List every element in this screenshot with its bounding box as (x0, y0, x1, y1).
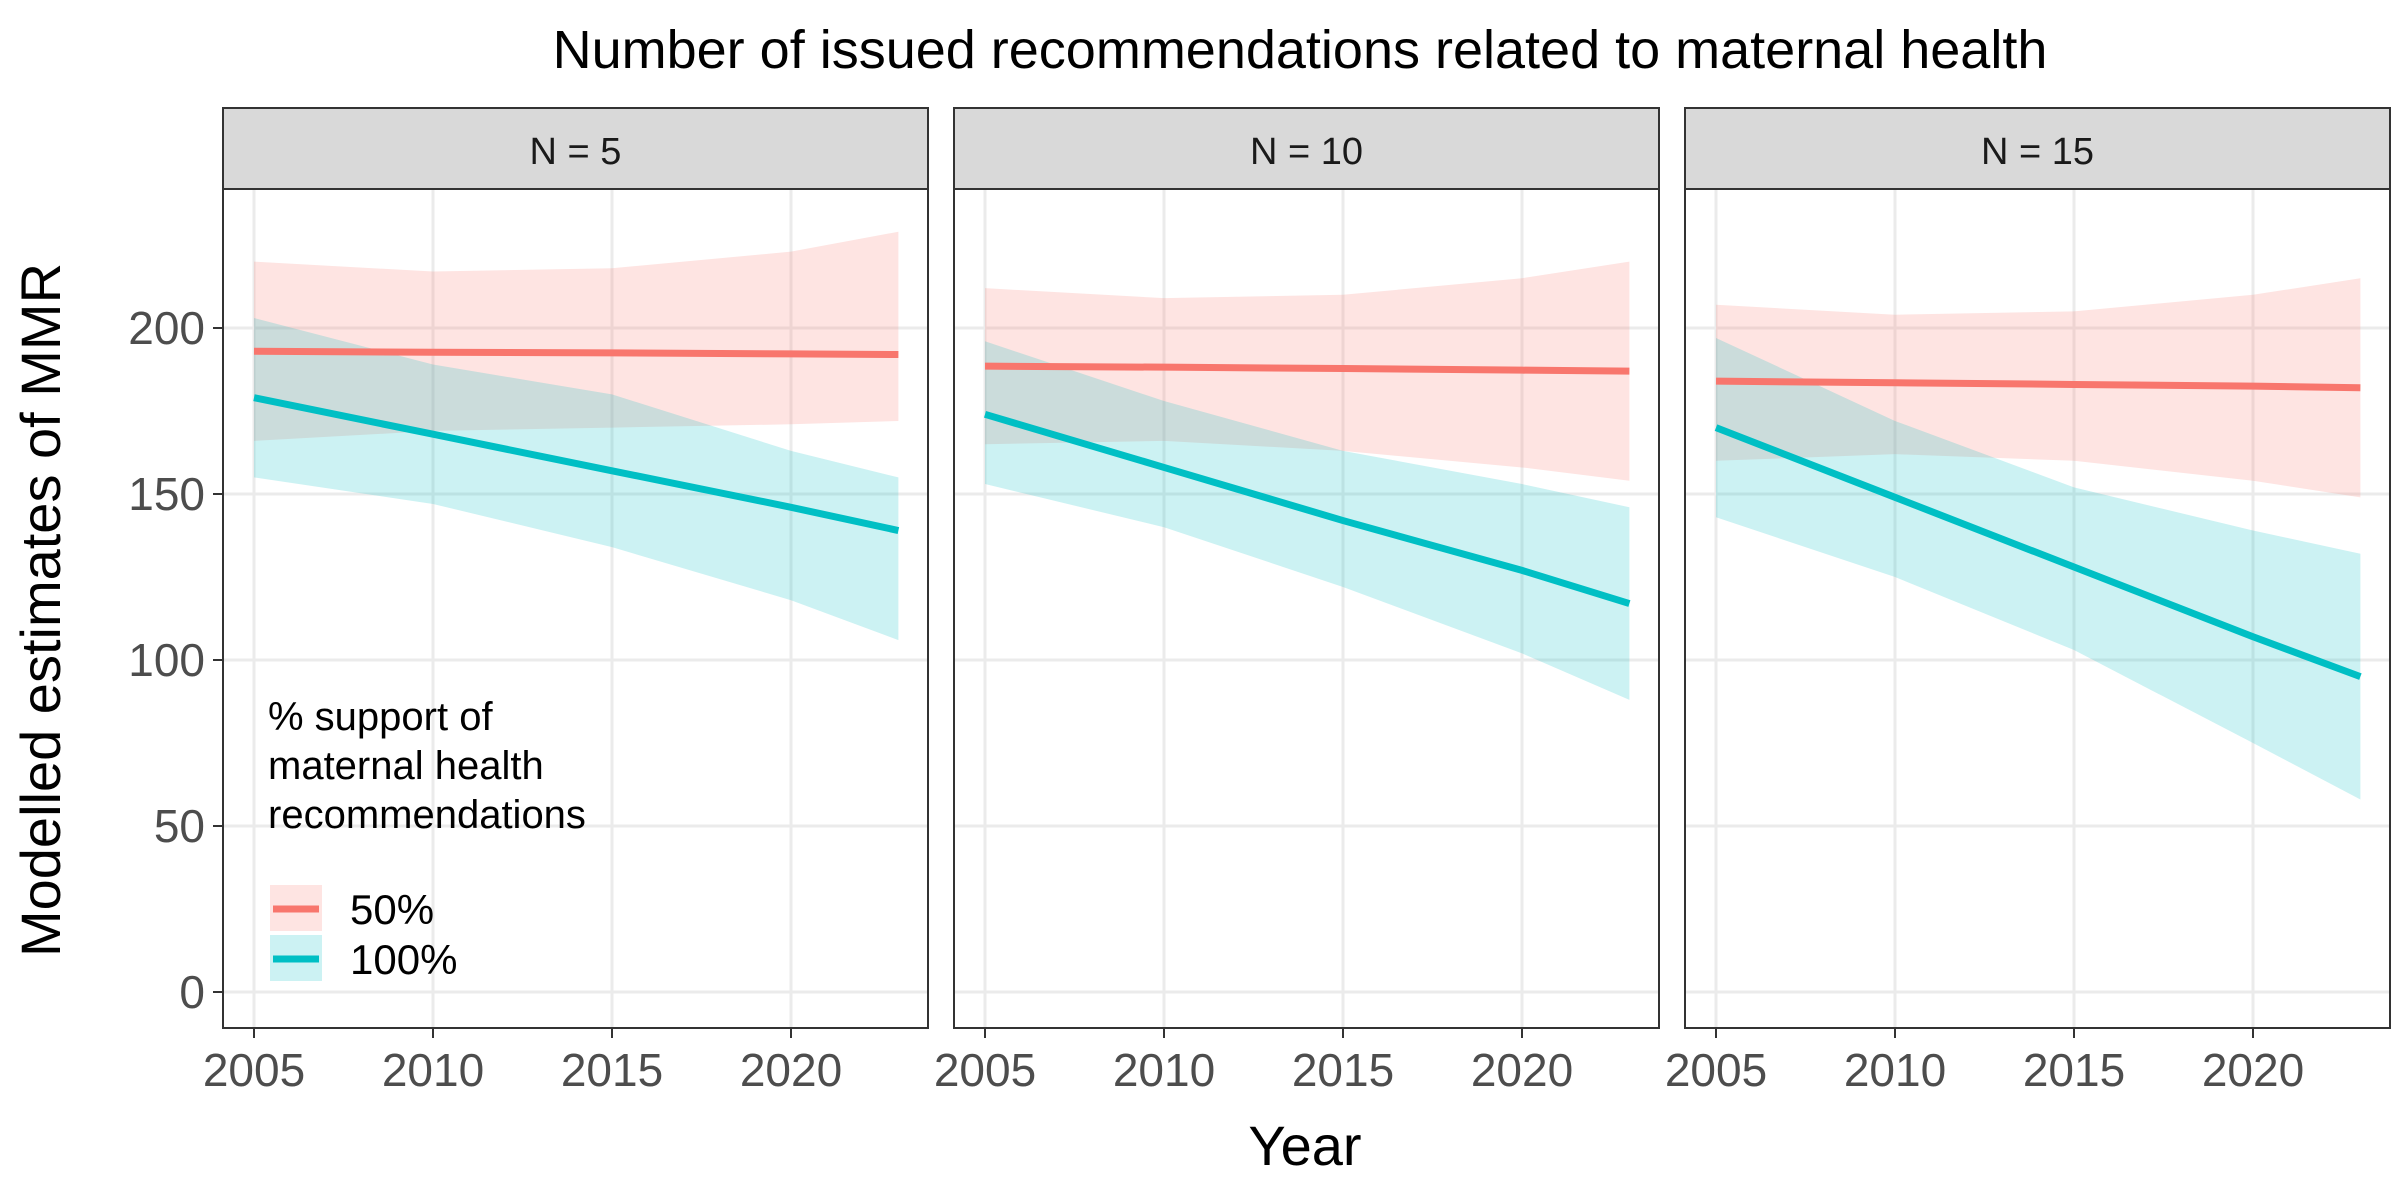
facet-strip (1684, 107, 2391, 190)
y-tick-label: 100 (128, 634, 205, 686)
legend-title: % support of (268, 695, 493, 739)
y-axis-label: Modelled estimates of MMR (9, 263, 72, 957)
x-tick-label: 2020 (740, 1044, 842, 1096)
series-line-100% (984, 410, 1631, 607)
x-tick-label: 2005 (1665, 1044, 1767, 1096)
series-line-100% (253, 394, 900, 534)
facet-strip-label: N = 10 (1250, 131, 1363, 173)
confidence-ribbon-50% (254, 231, 899, 441)
legend-title: recommendations (268, 793, 586, 837)
chart-title: Number of issued recommendations related… (553, 20, 2048, 80)
x-tick-label: 2010 (1113, 1044, 1215, 1096)
series-line-50% (1715, 377, 2361, 392)
x-tick-label: 2015 (561, 1044, 663, 1096)
facet-panel: N = 15 2005 2010 2015 2020 (1665, 107, 2391, 1096)
facet-strip-label: N = 15 (1981, 131, 2094, 173)
y-tick-label: 0 (179, 966, 205, 1018)
facet-strip (953, 107, 1660, 190)
x-tick-label: 2020 (2202, 1044, 2304, 1096)
panel-border (953, 188, 1660, 1029)
facet-strip-label: N = 5 (530, 131, 622, 173)
facet-strip (222, 107, 929, 190)
legend-label: 50% (350, 886, 434, 933)
x-tick-label: 2010 (1844, 1044, 1946, 1096)
confidence-ribbon-50% (1716, 278, 2361, 498)
confidence-ribbon-100% (1716, 337, 2361, 800)
y-tick-label: 50 (154, 800, 205, 852)
legend-label: 100% (350, 936, 457, 983)
legend: % support of maternal health recommendatio… (268, 695, 586, 983)
x-tick-label: 2015 (2023, 1044, 2125, 1096)
x-tick-label: 2010 (382, 1044, 484, 1096)
y-tick-label: 150 (128, 468, 205, 520)
facet-panel: N = 5 2005 2010 2015 2020 0 50 100 150 200 (128, 107, 929, 1096)
series-line-50% (984, 362, 1630, 375)
x-tick-label: 2005 (203, 1044, 305, 1096)
x-tick-label: 2020 (1471, 1044, 1573, 1096)
legend-title: maternal health (268, 744, 544, 788)
series-line-100% (1714, 424, 2362, 680)
x-tick-label: 2005 (934, 1044, 1036, 1096)
panel-border (1684, 188, 2391, 1029)
facet-panel: N = 10 2005 2010 2015 2020 (934, 107, 1660, 1096)
confidence-ribbon-100% (254, 318, 899, 641)
x-axis-label: Year (1248, 1114, 1361, 1177)
series-line-50% (253, 347, 899, 359)
confidence-ribbon-100% (985, 341, 1630, 700)
panel-border (222, 188, 929, 1029)
y-tick-label: 200 (128, 302, 205, 354)
x-tick-label: 2015 (1292, 1044, 1394, 1096)
